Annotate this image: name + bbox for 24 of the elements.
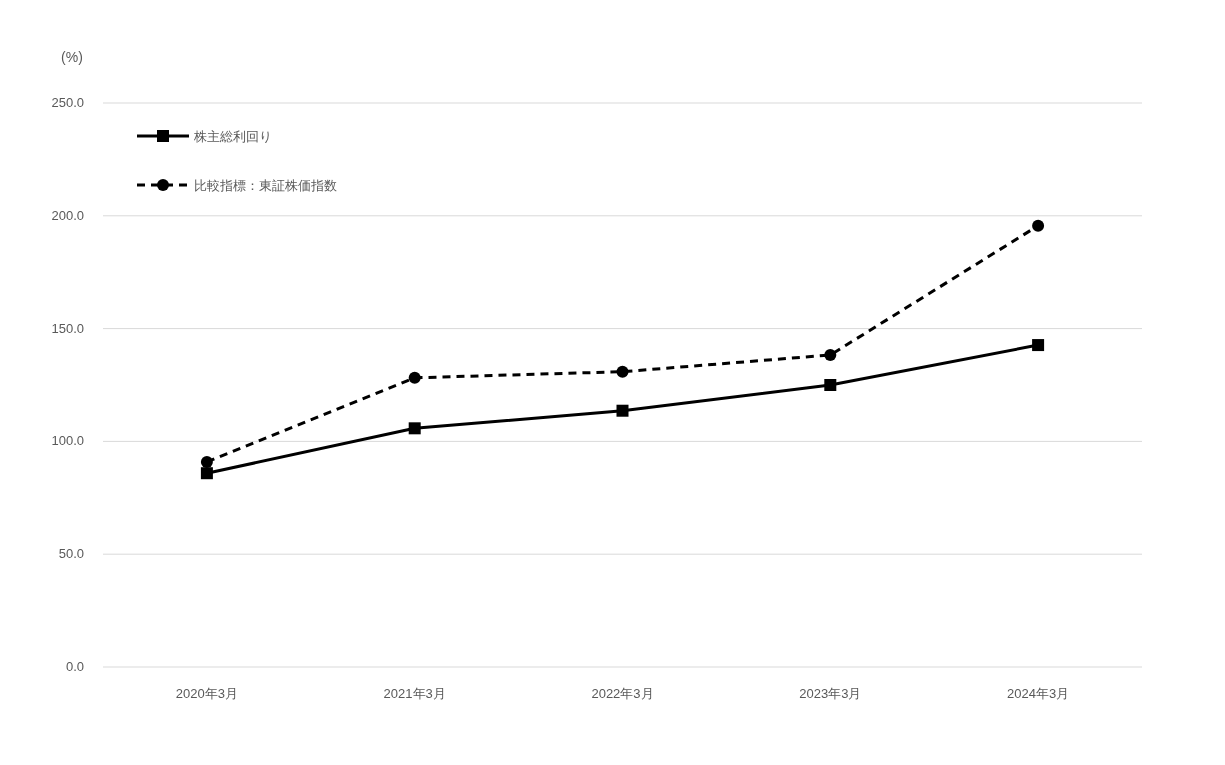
x-tick-label: 2021年3月 <box>383 686 446 701</box>
point <box>616 404 629 417</box>
point <box>1032 339 1045 352</box>
y-tick-label: 0.0 <box>65 659 84 674</box>
point <box>824 349 837 361</box>
point <box>1032 219 1045 232</box>
x-tick-label: 2022年3月 <box>591 686 654 701</box>
x-tick-label: 2023年3月 <box>799 686 862 701</box>
y-tick-label: 200.0 <box>51 207 84 223</box>
x-tick-label: 2024年3月 <box>1007 686 1070 701</box>
y-tick-label: 150.0 <box>51 320 84 336</box>
point <box>824 379 837 391</box>
point <box>200 455 213 468</box>
legend-label: 比較指標：東証株価指数 <box>194 178 337 193</box>
point <box>200 467 213 480</box>
legend-label: 株主総利回り <box>193 129 272 144</box>
point <box>616 365 629 378</box>
point <box>408 371 421 384</box>
y-tick-label: 100.0 <box>51 433 84 449</box>
y-tick-label: 250.0 <box>51 95 84 110</box>
y-axis-title: (%) <box>61 49 83 65</box>
y-tick-label: 50.0 <box>58 546 84 562</box>
point <box>408 422 421 435</box>
x-tick-label: 2020年3月 <box>175 686 238 701</box>
